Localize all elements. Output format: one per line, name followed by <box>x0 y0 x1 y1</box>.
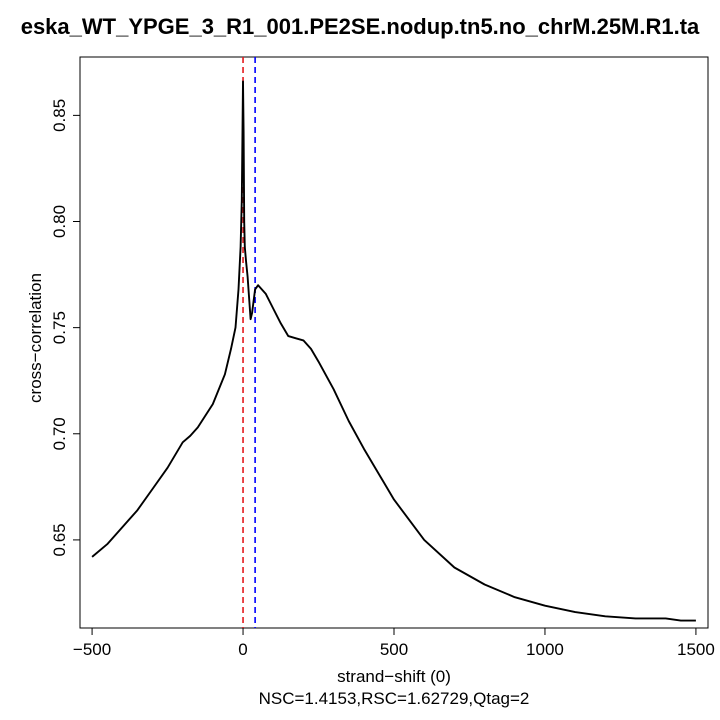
x-tick-label: −500 <box>73 640 111 659</box>
plot-area-frame <box>79 56 709 629</box>
chart-subtitle: NSC=1.4153,RSC=1.62729,Qtag=2 <box>259 689 530 708</box>
y-tick-label: 0.70 <box>50 417 69 450</box>
reference-lines <box>242 57 256 628</box>
y-tick-label: 0.80 <box>50 205 69 238</box>
x-tick-label: 1000 <box>526 640 564 659</box>
y-tick-label: 0.85 <box>50 99 69 132</box>
y-axis-ticks: 0.65 0.70 0.75 0.80 0.85 <box>50 99 80 556</box>
y-tick-label: 0.65 <box>50 523 69 556</box>
x-tick-label: 0 <box>238 640 247 659</box>
data-series <box>91 80 696 622</box>
x-axis-ticks: −500 0 500 1000 1500 <box>73 628 715 659</box>
x-tick-label: 500 <box>380 640 408 659</box>
cross-correlation-line <box>91 80 696 622</box>
x-tick-label: 1500 <box>677 640 715 659</box>
chart-title: eska_WT_YPGE_3_R1_001.PE2SE.nodup.tn5.no… <box>21 14 700 39</box>
y-tick-label: 0.75 <box>50 311 69 344</box>
x-axis-label: strand−shift (0) <box>337 667 451 686</box>
y-axis-label: cross−correlation <box>26 273 45 403</box>
